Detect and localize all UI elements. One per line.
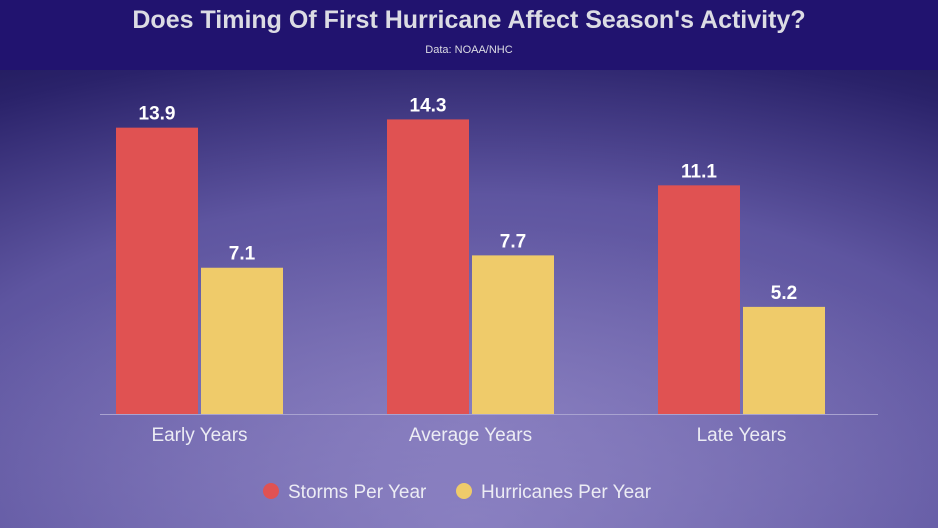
bar-1-2: [743, 306, 825, 414]
value-label: 5.2: [771, 283, 797, 304]
bar-0-2: [658, 185, 740, 414]
category-label: Early Years: [151, 425, 247, 446]
value-label: 7.1: [229, 244, 256, 265]
bar-1-1: [472, 255, 554, 414]
bar-0-1: [387, 119, 469, 415]
chart-title: Does Timing Of First Hurricane Affect Se…: [132, 6, 806, 34]
value-label: 11.1: [681, 161, 717, 182]
legend-marker-1: [456, 483, 472, 499]
chart-subtitle: Data: NOAA/NHC: [425, 44, 513, 56]
bar-1-0: [201, 267, 283, 414]
chart-header: Does Timing Of First Hurricane Affect Se…: [0, 0, 938, 70]
bar-0-0: [116, 127, 198, 414]
value-label: 7.7: [500, 231, 526, 252]
legend-label: Storms Per Year: [288, 482, 427, 503]
category-label: Average Years: [409, 425, 532, 446]
category-label: Late Years: [697, 425, 787, 446]
value-label: 13.9: [139, 104, 176, 125]
value-label: 14.3: [410, 95, 447, 116]
legend-label: Hurricanes Per Year: [481, 482, 652, 503]
legend-marker-0: [263, 483, 279, 499]
